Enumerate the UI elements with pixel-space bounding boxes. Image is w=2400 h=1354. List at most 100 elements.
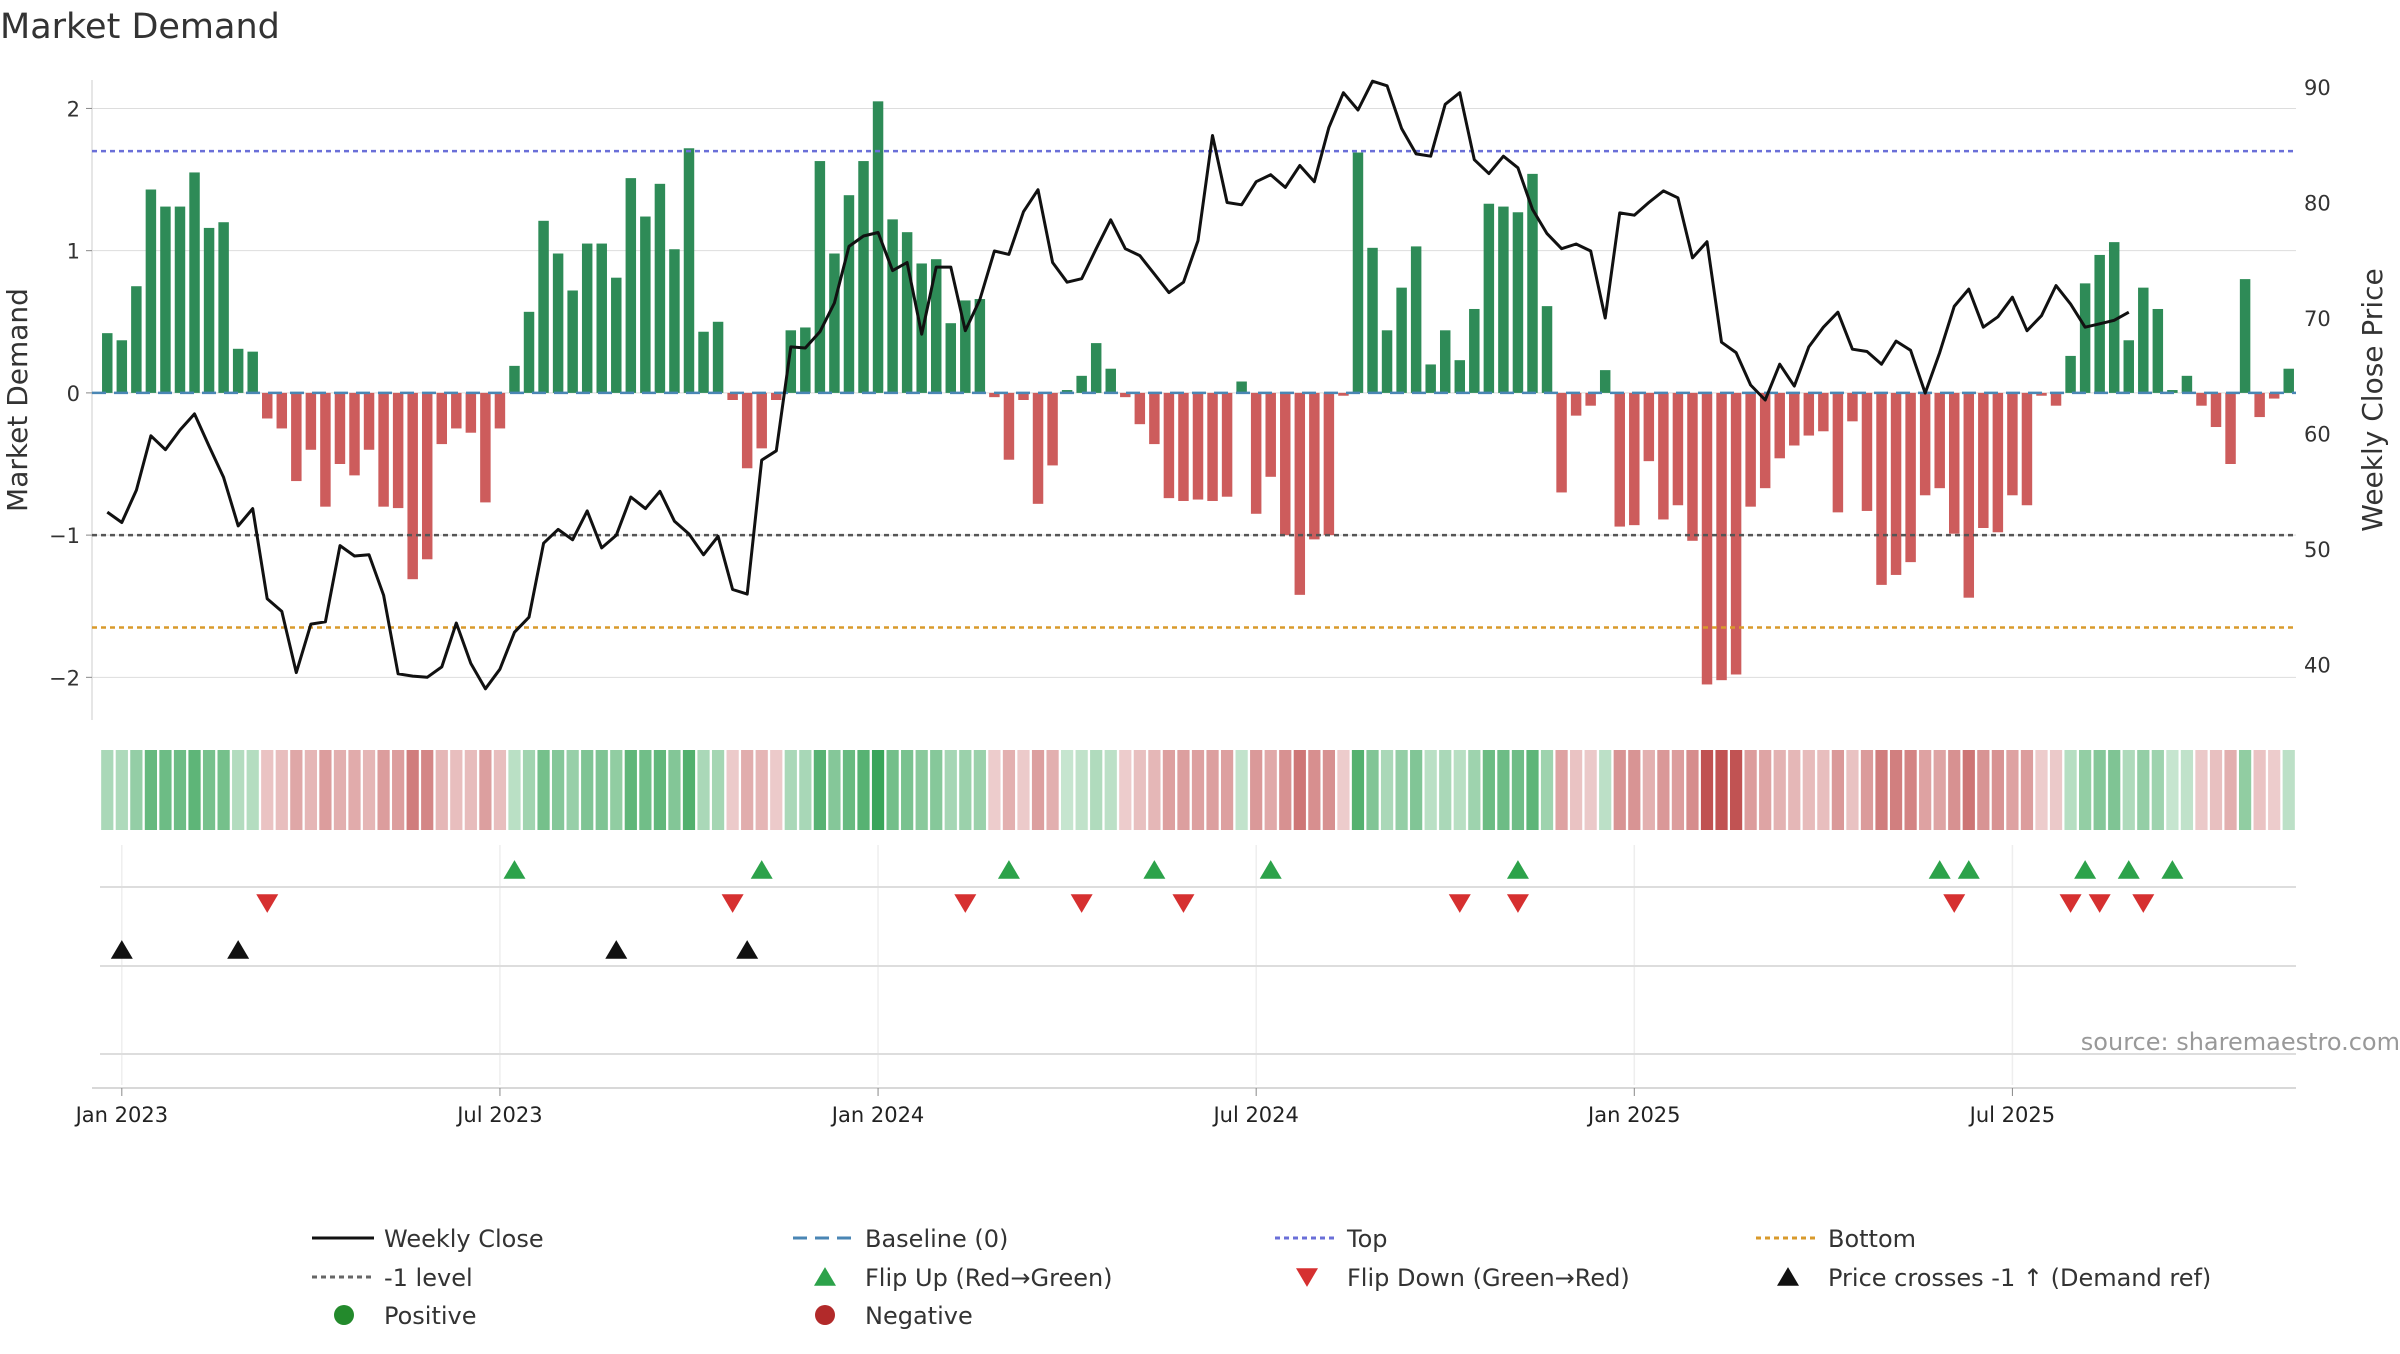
heat-cell (1104, 750, 1117, 830)
demand-bar (581, 243, 593, 393)
heat-cell (115, 750, 128, 830)
heat-cell (624, 750, 637, 830)
heat-cell (755, 750, 768, 830)
flip-up-marker (2074, 860, 2097, 879)
price-cross-marker (110, 940, 133, 959)
heat-cell (726, 750, 739, 830)
heat-cell (377, 750, 390, 830)
flip-up-marker (503, 860, 526, 879)
heat-cell (275, 750, 288, 830)
demand-bar (596, 243, 607, 393)
heat-cell (1002, 750, 1016, 830)
flip-down-marker (1448, 894, 1471, 913)
demand-bar (1643, 392, 1655, 462)
heat-cell (2006, 750, 2019, 830)
heat-cell (682, 750, 696, 830)
y2-tick-label: 60 (2304, 423, 2331, 447)
heat-cell (1366, 750, 1379, 830)
heat-cell (304, 750, 317, 830)
demand-bar (1061, 390, 1073, 393)
flip-up-marker (1259, 860, 1282, 879)
demand-bar (1905, 392, 1916, 563)
demand-bar (480, 392, 491, 503)
y-tick-label: −2 (49, 666, 80, 690)
demand-bar (1338, 392, 1349, 396)
heat-cell (857, 750, 870, 830)
legend-item: Bottom (1756, 1225, 1916, 1253)
legend-label: Weekly Close (384, 1225, 544, 1253)
heat-cell (711, 750, 725, 830)
heat-cell (537, 750, 550, 830)
demand-bar (1381, 330, 1393, 393)
demand-bar (1294, 392, 1306, 595)
demand-bar (2036, 392, 2047, 396)
heat-cell (1671, 750, 1685, 830)
demand-bar (2254, 392, 2265, 418)
demand-bar (712, 321, 724, 393)
demand-bar (1163, 392, 1175, 499)
heat-cell (1453, 750, 1466, 830)
demand-bar (494, 392, 506, 429)
heat-cell (566, 750, 579, 830)
x-tick-label: Jul 2023 (455, 1103, 542, 1127)
x-tick-label: Jan 2024 (830, 1103, 925, 1127)
heat-cell (1948, 750, 1961, 830)
demand-bar (1323, 392, 1335, 536)
demand-bar (1599, 370, 1611, 393)
heat-cell (1744, 750, 1757, 830)
legend-swatch (1777, 1267, 1799, 1286)
demand-bar (872, 101, 884, 393)
heat-cell (1337, 750, 1350, 830)
flip-up-marker (1143, 860, 1166, 879)
demand-bar (1716, 392, 1727, 681)
demand-bar (145, 189, 157, 393)
heat-cell (435, 750, 448, 830)
demand-bar (160, 206, 171, 393)
demand-bar (363, 392, 375, 450)
demand-bar (1512, 212, 1524, 393)
heat-cell (2093, 750, 2106, 830)
heat-cell (1715, 750, 1728, 830)
demand-bar (1047, 392, 1058, 466)
demand-bar (1105, 368, 1116, 393)
heat-cell (1860, 750, 1874, 830)
legend-label: Baseline (0) (865, 1225, 1008, 1253)
demand-bar (1861, 392, 1873, 511)
heat-cell (1570, 750, 1583, 830)
demand-bar (2225, 392, 2236, 464)
heat-cell (392, 750, 405, 830)
y2-tick-label: 70 (2304, 307, 2331, 331)
demand-bar (116, 340, 128, 393)
heat-cell (1410, 750, 1423, 830)
flip-up-marker (1506, 860, 1529, 879)
heat-cell (1962, 750, 1975, 830)
demand-bar (232, 348, 244, 393)
heat-cell (1162, 750, 1176, 830)
heat-cell (871, 750, 885, 830)
demand-bar (1992, 392, 2004, 533)
demand-bar (1556, 392, 1567, 493)
legend-label: Flip Down (Green→Red) (1347, 1264, 1630, 1292)
y-axis-label: Market Demand (1, 288, 34, 512)
heat-cell (1424, 750, 1437, 830)
demand-bar (2138, 287, 2149, 393)
heat-cell (741, 750, 754, 830)
heat-cell (2166, 750, 2179, 830)
demand-bar (1280, 392, 1291, 536)
price-cross-marker (605, 940, 628, 959)
demand-bar (1498, 206, 1509, 393)
demand-bar (771, 392, 782, 400)
demand-bar (945, 323, 957, 393)
heat-cell (1220, 750, 1234, 830)
demand-bar (1789, 392, 1800, 446)
heat-cell (508, 750, 521, 830)
heat-cell (1235, 750, 1248, 830)
flip-down-marker (721, 894, 744, 913)
source-credit: source: sharemaestro.com (2081, 1028, 2400, 1056)
heat-cell (464, 750, 477, 830)
flip-down-marker (1943, 894, 1966, 913)
demand-bar (552, 253, 564, 393)
heat-cell (901, 750, 914, 830)
flip-down-marker (2088, 894, 2111, 913)
legend-swatch (1296, 1268, 1318, 1287)
